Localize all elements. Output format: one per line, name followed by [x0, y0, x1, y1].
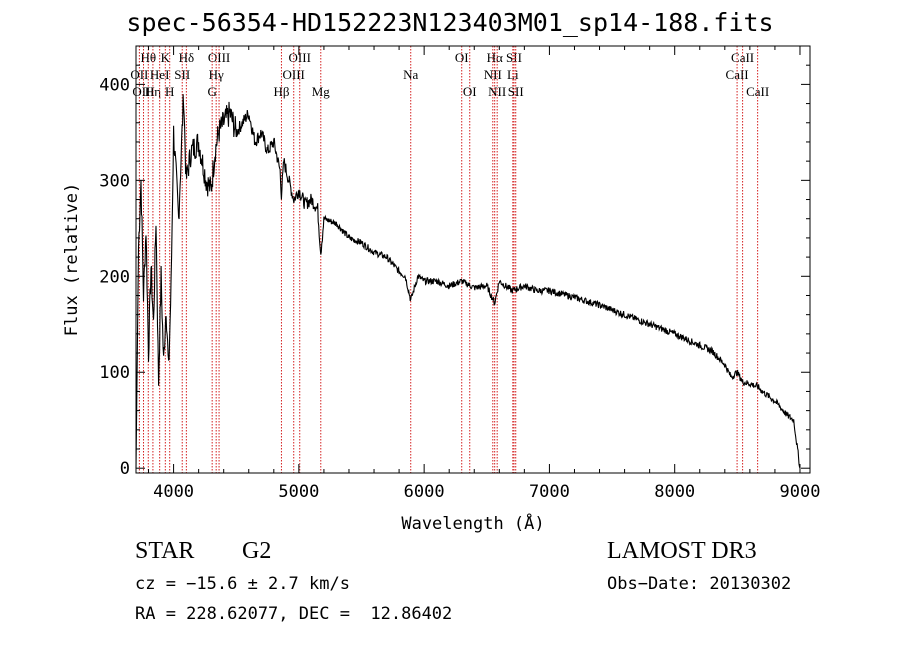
x-tick-label: 7000 [529, 482, 570, 502]
chart-title: spec-56354-HD152223N123403M01_sp14-188.f… [126, 8, 774, 37]
spectral-line-label: OIII [283, 67, 305, 82]
spectral-line-label: SII [508, 84, 524, 99]
spectral-line-label: SII [174, 67, 190, 82]
y-tick-label: 300 [99, 171, 130, 191]
x-tick-label: 8000 [654, 482, 695, 502]
spectrum-line [135, 94, 801, 469]
spectral-line-label: SII [506, 50, 522, 65]
spectral-line-label: NII [488, 84, 506, 99]
coordinates: RA = 228.62077, DEC = 12.86402 [135, 604, 453, 624]
spectral-line-label: NII [484, 67, 502, 82]
y-axis-label: Flux (relative) [62, 183, 82, 337]
redshift-cz: cz = −15.6 ± 2.7 km/s [135, 574, 350, 594]
spectral-line-label: OI [455, 50, 469, 65]
x-tick-label: 9000 [780, 482, 821, 502]
spectral-line-label: Hβ [273, 84, 289, 99]
spectral-line-label: Hγ [209, 67, 224, 82]
spectral-line-label: G [207, 84, 216, 99]
spectral-line-label: CaII [746, 84, 769, 99]
spectral-line-label: H [165, 84, 174, 99]
spectral-line-label: OIII [208, 50, 230, 65]
survey-name: LAMOST DR3 [607, 538, 757, 564]
y-tick-label: 200 [99, 267, 130, 287]
y-tick-label: 400 [99, 75, 130, 95]
x-tick-label: 4000 [153, 482, 194, 502]
spectral-line-label: CaII [726, 67, 749, 82]
y-tick-label: 100 [99, 363, 130, 383]
object-class: STAR [135, 538, 195, 564]
axis-ticks: 4000 5000 6000 7000 8000 9000 0 100 200 300 400 [99, 46, 820, 502]
obs-date: Obs−Date: 20130302 [607, 574, 792, 594]
spectral-line-label: K [161, 50, 171, 65]
spectral-line-label: OIII [289, 50, 311, 65]
x-tick-label: 6000 [404, 482, 445, 502]
y-tick-label: 0 [120, 459, 130, 479]
spectral-line-label: Mg [312, 84, 331, 99]
spectral-line-label: HeI [150, 67, 170, 82]
spectral-line-label: OII [130, 67, 148, 82]
subclass: G2 [242, 538, 272, 564]
spectral-line-label: Hη [145, 84, 161, 99]
spectral-line-label: CaII [731, 50, 754, 65]
spectral-line-label: Li [507, 67, 519, 82]
plot-frame [135, 45, 811, 474]
spectral-line-label: Hα [487, 50, 503, 65]
spectral-line-label: Na [403, 67, 418, 82]
x-axis-label: Wavelength (Å) [401, 512, 544, 534]
spectral-line-label: Hδ [179, 50, 195, 65]
spectral-line-label: Hθ [140, 50, 156, 65]
spectral-line-label: OI [463, 84, 477, 99]
x-tick-label: 5000 [278, 482, 319, 502]
spectral-line-label: OIII [132, 84, 154, 99]
